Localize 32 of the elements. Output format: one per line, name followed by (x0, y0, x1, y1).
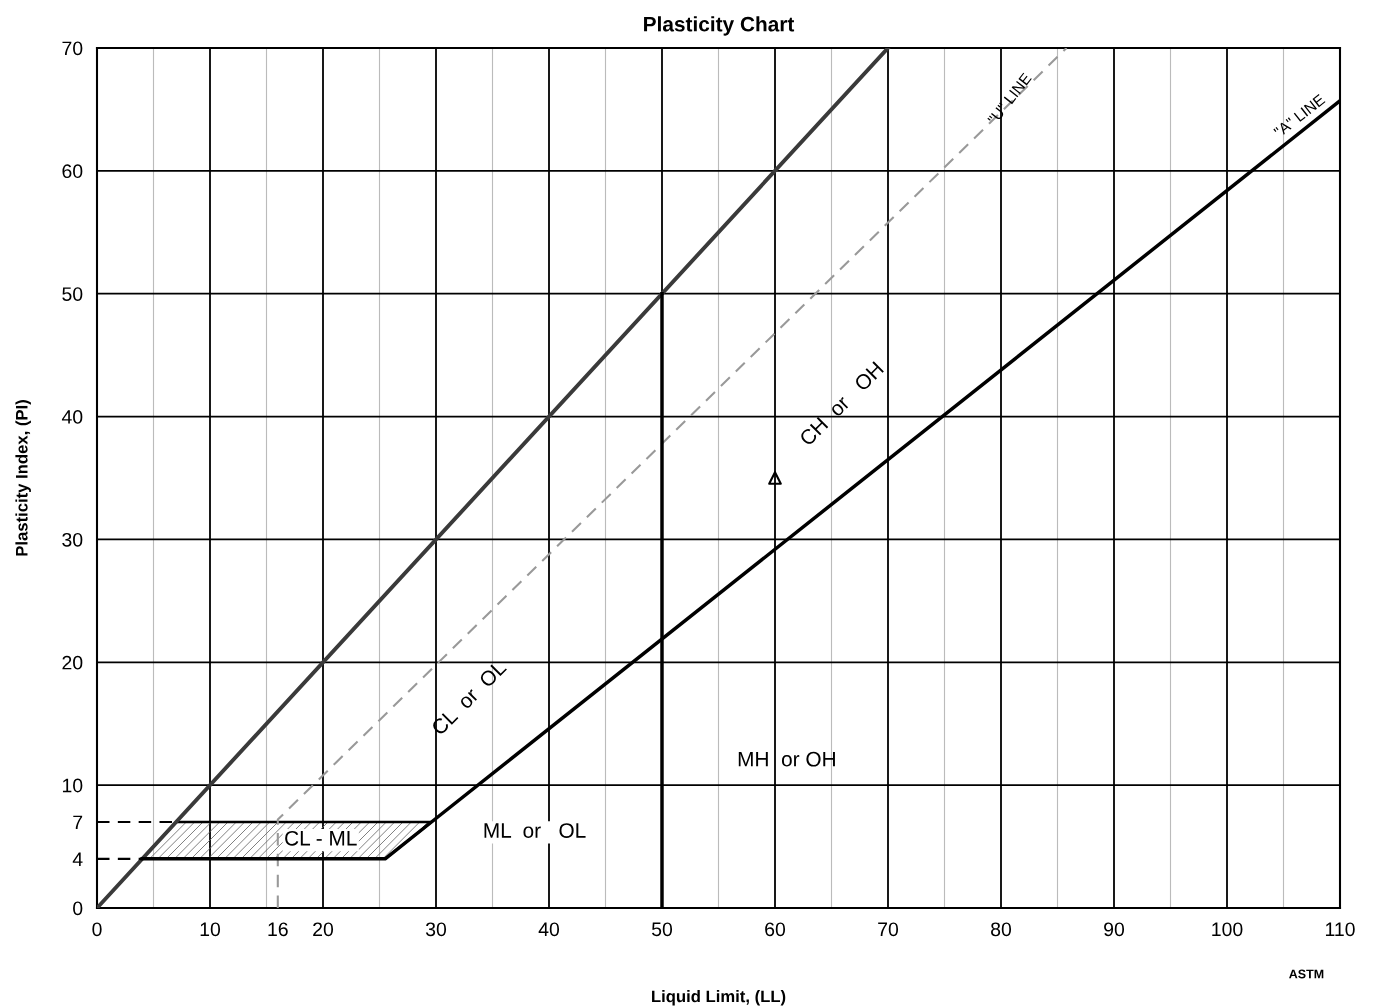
x-axis-title: Liquid Limit, (LL) (652, 990, 786, 1006)
x-tick-label: 10 (200, 922, 221, 937)
annotation: CL - ML (285, 830, 357, 846)
x-tick-label: 50 (651, 922, 673, 937)
y-tick-label: 60 (62, 164, 83, 179)
x-tick-label: 90 (1104, 922, 1125, 937)
y-tick-label: 20 (62, 655, 83, 670)
annotation: CH or OH (798, 361, 885, 447)
y-tick-label: 30 (62, 532, 83, 547)
x-tick-label: 30 (425, 922, 447, 937)
x-tick-label: 100 (1212, 922, 1243, 937)
annotation: MH or OH (738, 751, 835, 767)
x-tick-label: 80 (991, 922, 1012, 937)
y-axis-title: Plasticity Index, (PI) (15, 400, 31, 556)
x-tick-label: 40 (538, 922, 560, 937)
x-tick-label: 16 (268, 922, 288, 937)
x-tick-label: 70 (878, 922, 899, 937)
y-tick-label: 70 (62, 41, 83, 56)
annotation: CL or OL (430, 659, 508, 736)
x-tick-label: 20 (313, 922, 334, 937)
y-tick-label: 0 (73, 901, 83, 916)
x-tick-label: 0 (92, 922, 102, 937)
y-tick-label: 7 (73, 815, 83, 830)
x-tick-label: 110 (1325, 922, 1355, 937)
y-tick-label: 4 (72, 852, 83, 866)
y-tick-label: 50 (62, 287, 83, 301)
x-tick-label: 60 (765, 922, 786, 937)
text: ASTM (1289, 969, 1324, 979)
y-tick-label: 40 (61, 410, 83, 424)
chart-title: Plasticity Chart (644, 16, 795, 36)
y-tick-label: 10 (62, 778, 83, 793)
annotation: ML or OL (484, 823, 586, 838)
